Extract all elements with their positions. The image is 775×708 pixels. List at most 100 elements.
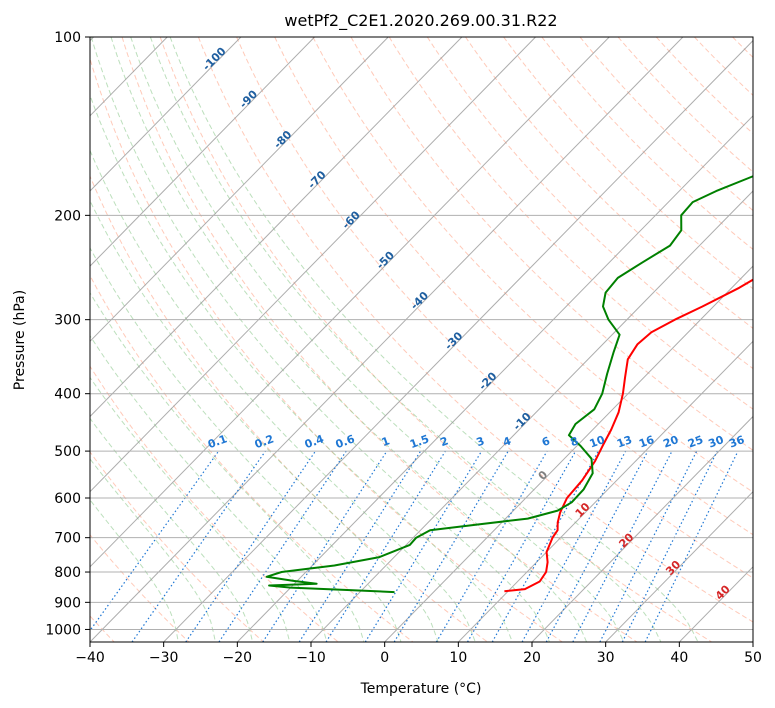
dry-adiabat-line — [90, 274, 414, 642]
isotherm-label: -10 — [511, 410, 534, 433]
y-tick-label: 800 — [54, 565, 81, 581]
x-tick-label: 10 — [449, 650, 467, 666]
pressure-gridlines — [90, 37, 753, 630]
moist-adiabat-line — [90, 334, 328, 642]
dry-adiabat-line — [465, 37, 753, 329]
moist-adiabat-line — [90, 37, 550, 642]
dry-adiabat-line — [121, 37, 638, 642]
dry-adiabat-line — [274, 37, 753, 536]
dry-adiabat-line — [694, 37, 753, 97]
moist-adiabat-line — [90, 93, 513, 642]
mixing-ratio-line — [435, 450, 548, 642]
mixing-ratio-label: 0.6 — [334, 432, 357, 451]
dry-adiabat-line — [771, 37, 775, 642]
dry-adiabat-line — [732, 37, 753, 59]
x-tick-label: −30 — [149, 650, 179, 666]
mixing-ratio-label: 36 — [727, 433, 746, 451]
dry-adiabat-line — [197, 37, 753, 623]
y-tick-label: 200 — [54, 208, 81, 224]
mixing-ratio-label: 2 — [438, 434, 450, 449]
isotherm-line — [457, 340, 753, 642]
x-tick-label: 50 — [744, 650, 762, 666]
dry-adiabat-line — [159, 37, 712, 642]
mixing-ratio-line — [521, 450, 627, 642]
warm-isotherm-label: 10 — [573, 500, 593, 520]
isotherm-line — [752, 641, 753, 642]
dry-adiabat-line — [426, 37, 753, 370]
x-tick-label: 30 — [597, 650, 615, 666]
x-tick-label: −20 — [223, 650, 253, 666]
mixing-ratio-label: 1.5 — [408, 432, 431, 451]
mixing-ratio-label: 4 — [501, 434, 513, 449]
mixing-ratio-line — [131, 450, 266, 642]
mixing-ratio-label: 30 — [707, 433, 726, 451]
isotherm-label: -30 — [442, 329, 465, 352]
mixing-ratio-line — [364, 450, 483, 642]
isotherm-label: -100 — [200, 44, 229, 73]
dry-adiabat-line — [388, 37, 753, 410]
mixing-ratio-line — [393, 450, 509, 642]
mixing-ratio-line — [262, 450, 388, 642]
mixing-ratio-label: 6 — [540, 434, 552, 449]
isotherm-label: -60 — [340, 208, 363, 231]
mixing-ratio-label: 1 — [380, 434, 392, 449]
mixing-ratio-label: 0.2 — [253, 432, 276, 451]
dry-adiabat-line — [90, 174, 488, 642]
y-tick-label: 100 — [54, 30, 81, 46]
isotherm-line — [605, 490, 753, 642]
mixing-ratio-line — [545, 450, 649, 642]
moist-adiabat-line — [90, 376, 291, 642]
dry-adiabat-line — [236, 37, 753, 579]
background-lines — [90, 37, 775, 642]
dry-adiabat-line — [312, 37, 753, 493]
moist-adiabat-line — [90, 458, 216, 642]
moist-adiabat-line — [169, 37, 699, 642]
mixing-ratio-label: 3 — [475, 434, 487, 449]
x-axis-ticks: −40 −30 −20 −10 0 10 20 30 40 50 — [75, 642, 762, 666]
dry-adiabat-line — [655, 37, 753, 135]
isotherm-line — [90, 37, 536, 493]
x-tick-label: −40 — [75, 650, 105, 666]
moist-adiabat-line — [90, 149, 476, 642]
x-axis-label: Temperature (°C) — [360, 681, 482, 697]
mixing-ratio-label: 13 — [615, 433, 634, 450]
x-tick-label: 0 — [380, 650, 389, 666]
isotherm-line — [163, 39, 753, 642]
y-tick-label: 300 — [54, 313, 81, 329]
isotherm-line — [90, 37, 684, 642]
mixing-ratio-label: 16 — [637, 433, 656, 451]
mixing-ratio-label: 10 — [588, 433, 607, 451]
sounding-series — [265, 175, 753, 594]
isotherm-label: -80 — [271, 128, 294, 151]
chart-title: wetPf2_C2E1.2020.269.00.31.R22 — [284, 11, 557, 31]
y-tick-label: 400 — [54, 387, 81, 403]
warm-isotherm-label: 30 — [663, 558, 683, 578]
isotherm-label: -70 — [305, 168, 328, 191]
y-tick-label: 900 — [54, 595, 81, 611]
isotherm-line — [678, 566, 753, 642]
mixing-ratio-line — [599, 450, 698, 642]
mixing-ratio-line — [644, 450, 739, 642]
isotherm-label: -40 — [408, 289, 431, 312]
y-tick-label: 600 — [54, 491, 81, 507]
moist-adiabat-line — [90, 246, 402, 642]
isotherm-line — [236, 115, 753, 642]
x-tick-label: 20 — [523, 650, 541, 666]
y-tick-label: 1000 — [45, 622, 81, 638]
moist-adiabat-line — [110, 37, 588, 642]
dewpoint-profile — [265, 175, 753, 594]
mixing-ratio-line — [90, 450, 220, 632]
y-axis-ticks: 100 200 300 400 500 600 700 800 900 1000 — [45, 30, 90, 638]
mixing-ratio-line — [218, 450, 347, 642]
isotherm-label: -50 — [374, 249, 397, 272]
isotherm-line — [90, 37, 463, 418]
temperature-profile — [504, 278, 753, 593]
mixing-ratio-line — [325, 450, 446, 642]
dry-adiabat-line — [350, 37, 753, 451]
dry-adiabat-line — [503, 37, 753, 290]
y-tick-label: 700 — [54, 531, 81, 547]
isotherm-line — [531, 415, 753, 642]
mixing-ratio-label: 25 — [686, 433, 705, 450]
y-axis-label: Pressure (hPa) — [12, 290, 28, 390]
